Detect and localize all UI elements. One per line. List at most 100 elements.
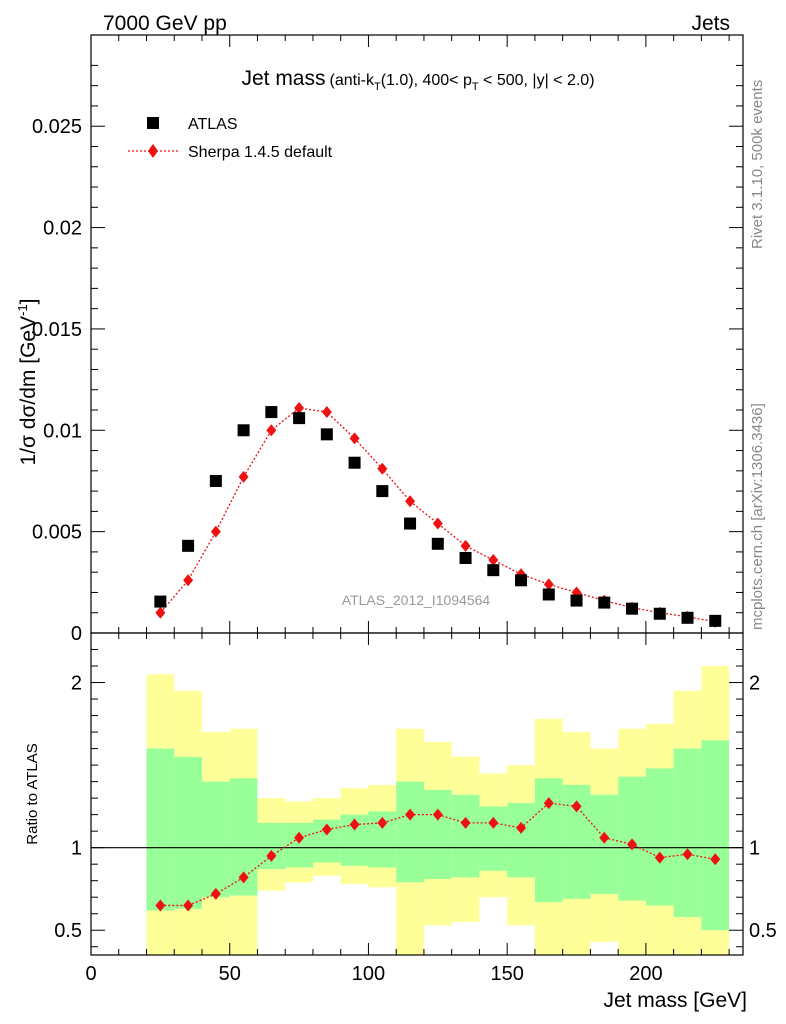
x-tick-label: 150: [490, 963, 523, 985]
ratio-point: [294, 831, 305, 844]
ratio-point: [627, 838, 638, 851]
legend-atlas-marker: [147, 117, 159, 129]
ratio-point: [349, 818, 360, 831]
atlas-point: [154, 595, 167, 608]
ratio-y-tick-label: 1: [71, 838, 82, 860]
distribution-marks: [154, 401, 722, 628]
sherpa-point: [377, 462, 388, 475]
mcplots-label: mcplots.cern.ch [arXiv:1306.3436]: [749, 403, 766, 630]
sherpa-point: [460, 539, 471, 552]
ratio-point: [155, 899, 166, 912]
inner-band-bin: [673, 748, 702, 918]
ylabel-base: 1/σ dσ/dm [GeV: [17, 316, 40, 466]
top-y-tick-label: 0.005: [32, 522, 82, 544]
atlas-point: [515, 574, 528, 587]
header-category-label: Jets: [691, 12, 730, 35]
top-y-tick-label: 0.015: [32, 319, 82, 341]
atlas-point: [404, 517, 417, 530]
atlas-point: [182, 539, 195, 552]
atlas-point: [681, 611, 694, 624]
ratio-y-tick-label: 2: [71, 673, 82, 695]
distribution-axis-ticks: 0 0.005 0.01 0.015 0.02 0.025: [32, 35, 743, 645]
ratio-y-tick-label-right: 0.5: [749, 920, 777, 942]
ratio-point: [238, 871, 249, 884]
ratio-point: [654, 851, 665, 864]
top-y-tick-label: 0.025: [32, 116, 82, 138]
analysis-watermark: ATLAS_2012_I1094564: [342, 592, 491, 608]
top-y-tick-label: 0.01: [43, 420, 82, 442]
ratio-panel: 0 50 100 150 200 0.5 0.5 1 1 2 2 Ratio to ATLAS Je…: [24, 632, 777, 1012]
sherpa-point: [543, 578, 554, 591]
distribution-y-axis-label: 1/σ dσ/dm [GeV-1]: [15, 298, 40, 465]
atlas-point: [237, 424, 250, 437]
title-sub2: T: [472, 81, 479, 93]
title-p1: (anti-k: [330, 72, 375, 89]
ratio-point: [571, 800, 582, 813]
x-tick-label: 50: [219, 963, 241, 985]
atlas-point: [709, 614, 722, 627]
sherpa-point: [349, 432, 360, 445]
x-axis-label: Jet mass [GeV]: [603, 989, 747, 1012]
atlas-point: [293, 412, 306, 425]
sherpa-point: [210, 525, 221, 538]
atlas-point: [487, 564, 500, 577]
distribution-panel: 0 0.005 0.01 0.015 0.02 0.025 Jet mass (anti-k…: [15, 34, 744, 645]
atlas-point: [348, 456, 361, 469]
ratio-point: [432, 808, 443, 821]
inner-band-bin: [423, 789, 452, 880]
inner-band-bin: [396, 781, 424, 883]
title-p2: (1.0), 400< p: [381, 72, 472, 89]
sherpa-point: [405, 495, 416, 508]
sherpa-point: [266, 424, 277, 437]
sherpa-point: [238, 470, 249, 483]
inner-band-bin: [701, 740, 730, 931]
ratio-point: [405, 808, 416, 821]
sherpa-point: [488, 554, 499, 567]
ratio-point: [682, 848, 693, 861]
ratio-point: [710, 853, 721, 866]
ratio-point: [460, 816, 471, 829]
inner-band-bin: [285, 822, 313, 868]
atlas-point: [376, 485, 389, 498]
inner-band-bin: [534, 778, 563, 903]
inner-band-bin: [174, 756, 202, 909]
sherpa-line: [159, 407, 716, 623]
atlas-point: [431, 537, 444, 550]
ratio-marks: [91, 797, 743, 912]
legend-atlas-label: ATLAS: [188, 116, 238, 133]
top-y-tick-label: 0.02: [43, 218, 82, 240]
atlas-point: [265, 406, 278, 419]
ratio-point: [488, 816, 499, 829]
inner-band-bin: [590, 794, 619, 894]
atlas-point: [209, 474, 222, 487]
atlas-point: [459, 551, 472, 564]
atlas-point: [320, 428, 333, 441]
header-collision-label: 7000 GeV pp: [103, 12, 227, 35]
x-tick-label: 100: [352, 963, 385, 985]
ratio-line: [160, 802, 716, 907]
legend: ATLAS Sherpa 1.4.5 default: [128, 116, 333, 161]
top-y-tick-label: 0: [71, 623, 82, 645]
atlas-point: [598, 596, 611, 609]
inner-band-bin: [645, 768, 674, 906]
atlas-point: [626, 602, 639, 615]
sherpa-point: [321, 406, 332, 419]
ylabel-end: ]: [17, 298, 40, 304]
inner-band-bin: [257, 822, 286, 870]
distribution-title: Jet mass (anti-kT(1.0), 400< pT < 500, |y…: [241, 67, 594, 93]
legend-sherpa-marker: [148, 144, 158, 158]
ratio-point: [516, 821, 527, 834]
title-p3: < 500, |y| < 2.0): [479, 72, 595, 89]
title-sub1: T: [374, 81, 381, 93]
ratio-point: [183, 899, 194, 912]
inner-band-bin: [201, 781, 230, 898]
inner-band-bin: [146, 748, 175, 911]
ratio-frame: [90, 632, 744, 956]
x-tick-label: 200: [629, 963, 662, 985]
atlas-point: [570, 594, 583, 607]
legend-sherpa-label: Sherpa 1.4.5 default: [188, 144, 333, 161]
ratio-point: [321, 823, 332, 836]
ratio-y-tick-label-right: 1: [749, 838, 760, 860]
ratio-y-tick-label-right: 2: [749, 673, 760, 695]
title-main: Jet mass: [241, 67, 325, 90]
